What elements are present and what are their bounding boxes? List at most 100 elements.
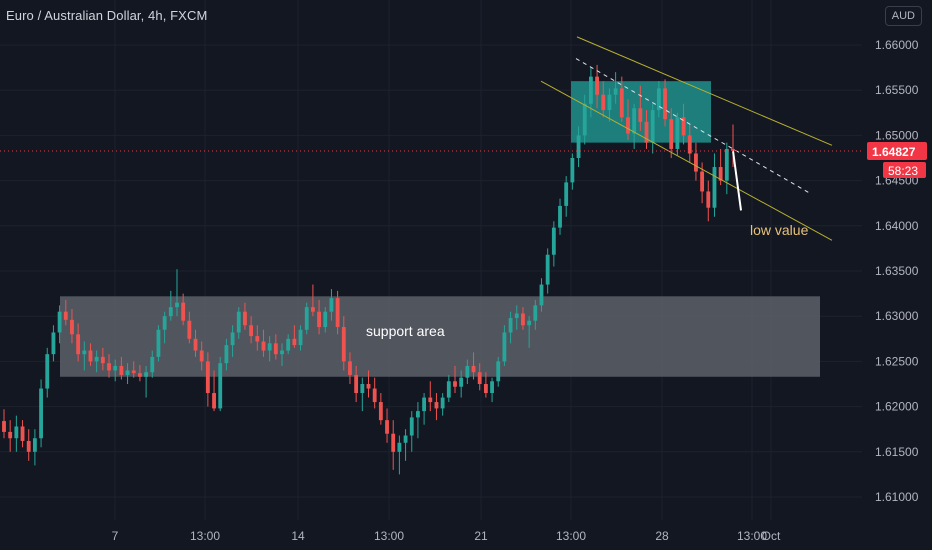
candle <box>607 88 612 122</box>
candle <box>564 176 569 217</box>
candle <box>193 329 198 357</box>
candle-body <box>181 302 186 321</box>
candle-body <box>26 440 31 452</box>
candle-body <box>453 381 457 387</box>
candle <box>459 370 464 398</box>
candle-body <box>348 361 352 375</box>
candle-body <box>20 426 25 441</box>
candle <box>310 284 315 317</box>
candle-body <box>607 94 612 111</box>
candle-body <box>496 361 501 382</box>
candle-body <box>650 110 655 143</box>
currency-button[interactable]: AUD <box>884 6 922 26</box>
candle <box>545 248 550 294</box>
candle-body <box>162 316 167 330</box>
candle-body <box>644 121 649 143</box>
candle <box>8 420 13 452</box>
x-tick-label: 28 <box>655 529 669 543</box>
candle <box>731 124 735 168</box>
candle <box>663 79 667 127</box>
candle-body <box>212 393 216 409</box>
candle <box>508 311 513 344</box>
candle-body <box>632 108 637 134</box>
candle <box>434 393 439 421</box>
candle <box>236 307 241 339</box>
candle-body <box>249 325 254 337</box>
candle <box>14 415 19 452</box>
candle-body <box>681 117 686 136</box>
candle <box>527 316 532 348</box>
countdown-value: 58:23 <box>888 164 918 178</box>
x-tick-label: Oct <box>762 529 781 543</box>
candle-body <box>280 350 284 355</box>
candle-body <box>354 374 359 394</box>
candle-body <box>82 350 87 355</box>
candle <box>267 336 272 362</box>
candle-body <box>168 307 173 317</box>
candle <box>428 381 433 412</box>
current-price-value: 1.64827 <box>872 145 916 159</box>
candle-body <box>558 205 562 228</box>
candle-body <box>329 298 334 312</box>
candle <box>378 393 383 425</box>
candle <box>125 363 130 384</box>
candle-body <box>718 167 723 181</box>
x-tick-label: 21 <box>474 529 488 543</box>
candle-body <box>483 384 488 394</box>
candle <box>626 99 630 140</box>
candle <box>582 94 587 145</box>
candle-body <box>724 148 729 181</box>
candle-body <box>267 343 272 351</box>
x-tick-label: 13:00 <box>374 529 404 543</box>
candle <box>644 110 649 149</box>
candle <box>286 334 291 355</box>
candle-body <box>193 338 198 351</box>
candle-body <box>712 167 717 208</box>
candle-body <box>150 356 155 373</box>
candle-body <box>286 338 291 351</box>
candle-body <box>360 384 365 394</box>
candle <box>138 365 142 382</box>
candle <box>385 408 389 443</box>
candle <box>551 221 556 267</box>
candle-body <box>205 361 210 394</box>
candle-body <box>570 158 575 183</box>
chart-title: Euro / Australian Dollar, 4h, FXCM <box>6 8 208 23</box>
candle-body <box>335 298 340 328</box>
candle <box>280 343 284 366</box>
y-tick-label: 1.64000 <box>875 219 919 233</box>
candle-body <box>199 350 204 362</box>
y-tick-label: 1.61000 <box>875 490 919 504</box>
candle <box>335 290 340 335</box>
candle-body <box>323 311 328 328</box>
candle-body <box>471 365 476 373</box>
candle <box>329 289 334 321</box>
candle <box>570 153 575 190</box>
candle-body <box>409 417 414 436</box>
candle-body <box>731 148 735 151</box>
candle-body <box>317 311 321 328</box>
candle <box>298 325 303 351</box>
y-tick-label: 1.63000 <box>875 309 919 323</box>
candle-body <box>366 384 371 389</box>
candle-body <box>51 332 56 355</box>
candle-body <box>613 88 618 95</box>
candle <box>588 67 593 118</box>
candle-body <box>446 381 451 398</box>
candle-body <box>156 329 161 357</box>
candle <box>687 124 692 163</box>
candle <box>144 365 149 398</box>
candle-body <box>687 135 692 154</box>
candle <box>181 293 186 326</box>
candle-body <box>218 363 223 409</box>
candle-body <box>144 372 149 377</box>
candle <box>706 180 711 222</box>
candle-body <box>391 433 396 452</box>
candle <box>341 316 346 371</box>
candle <box>440 393 445 416</box>
candle-body <box>292 338 297 346</box>
countdown-tag <box>883 162 926 179</box>
candle <box>199 341 204 371</box>
candle <box>94 350 99 373</box>
